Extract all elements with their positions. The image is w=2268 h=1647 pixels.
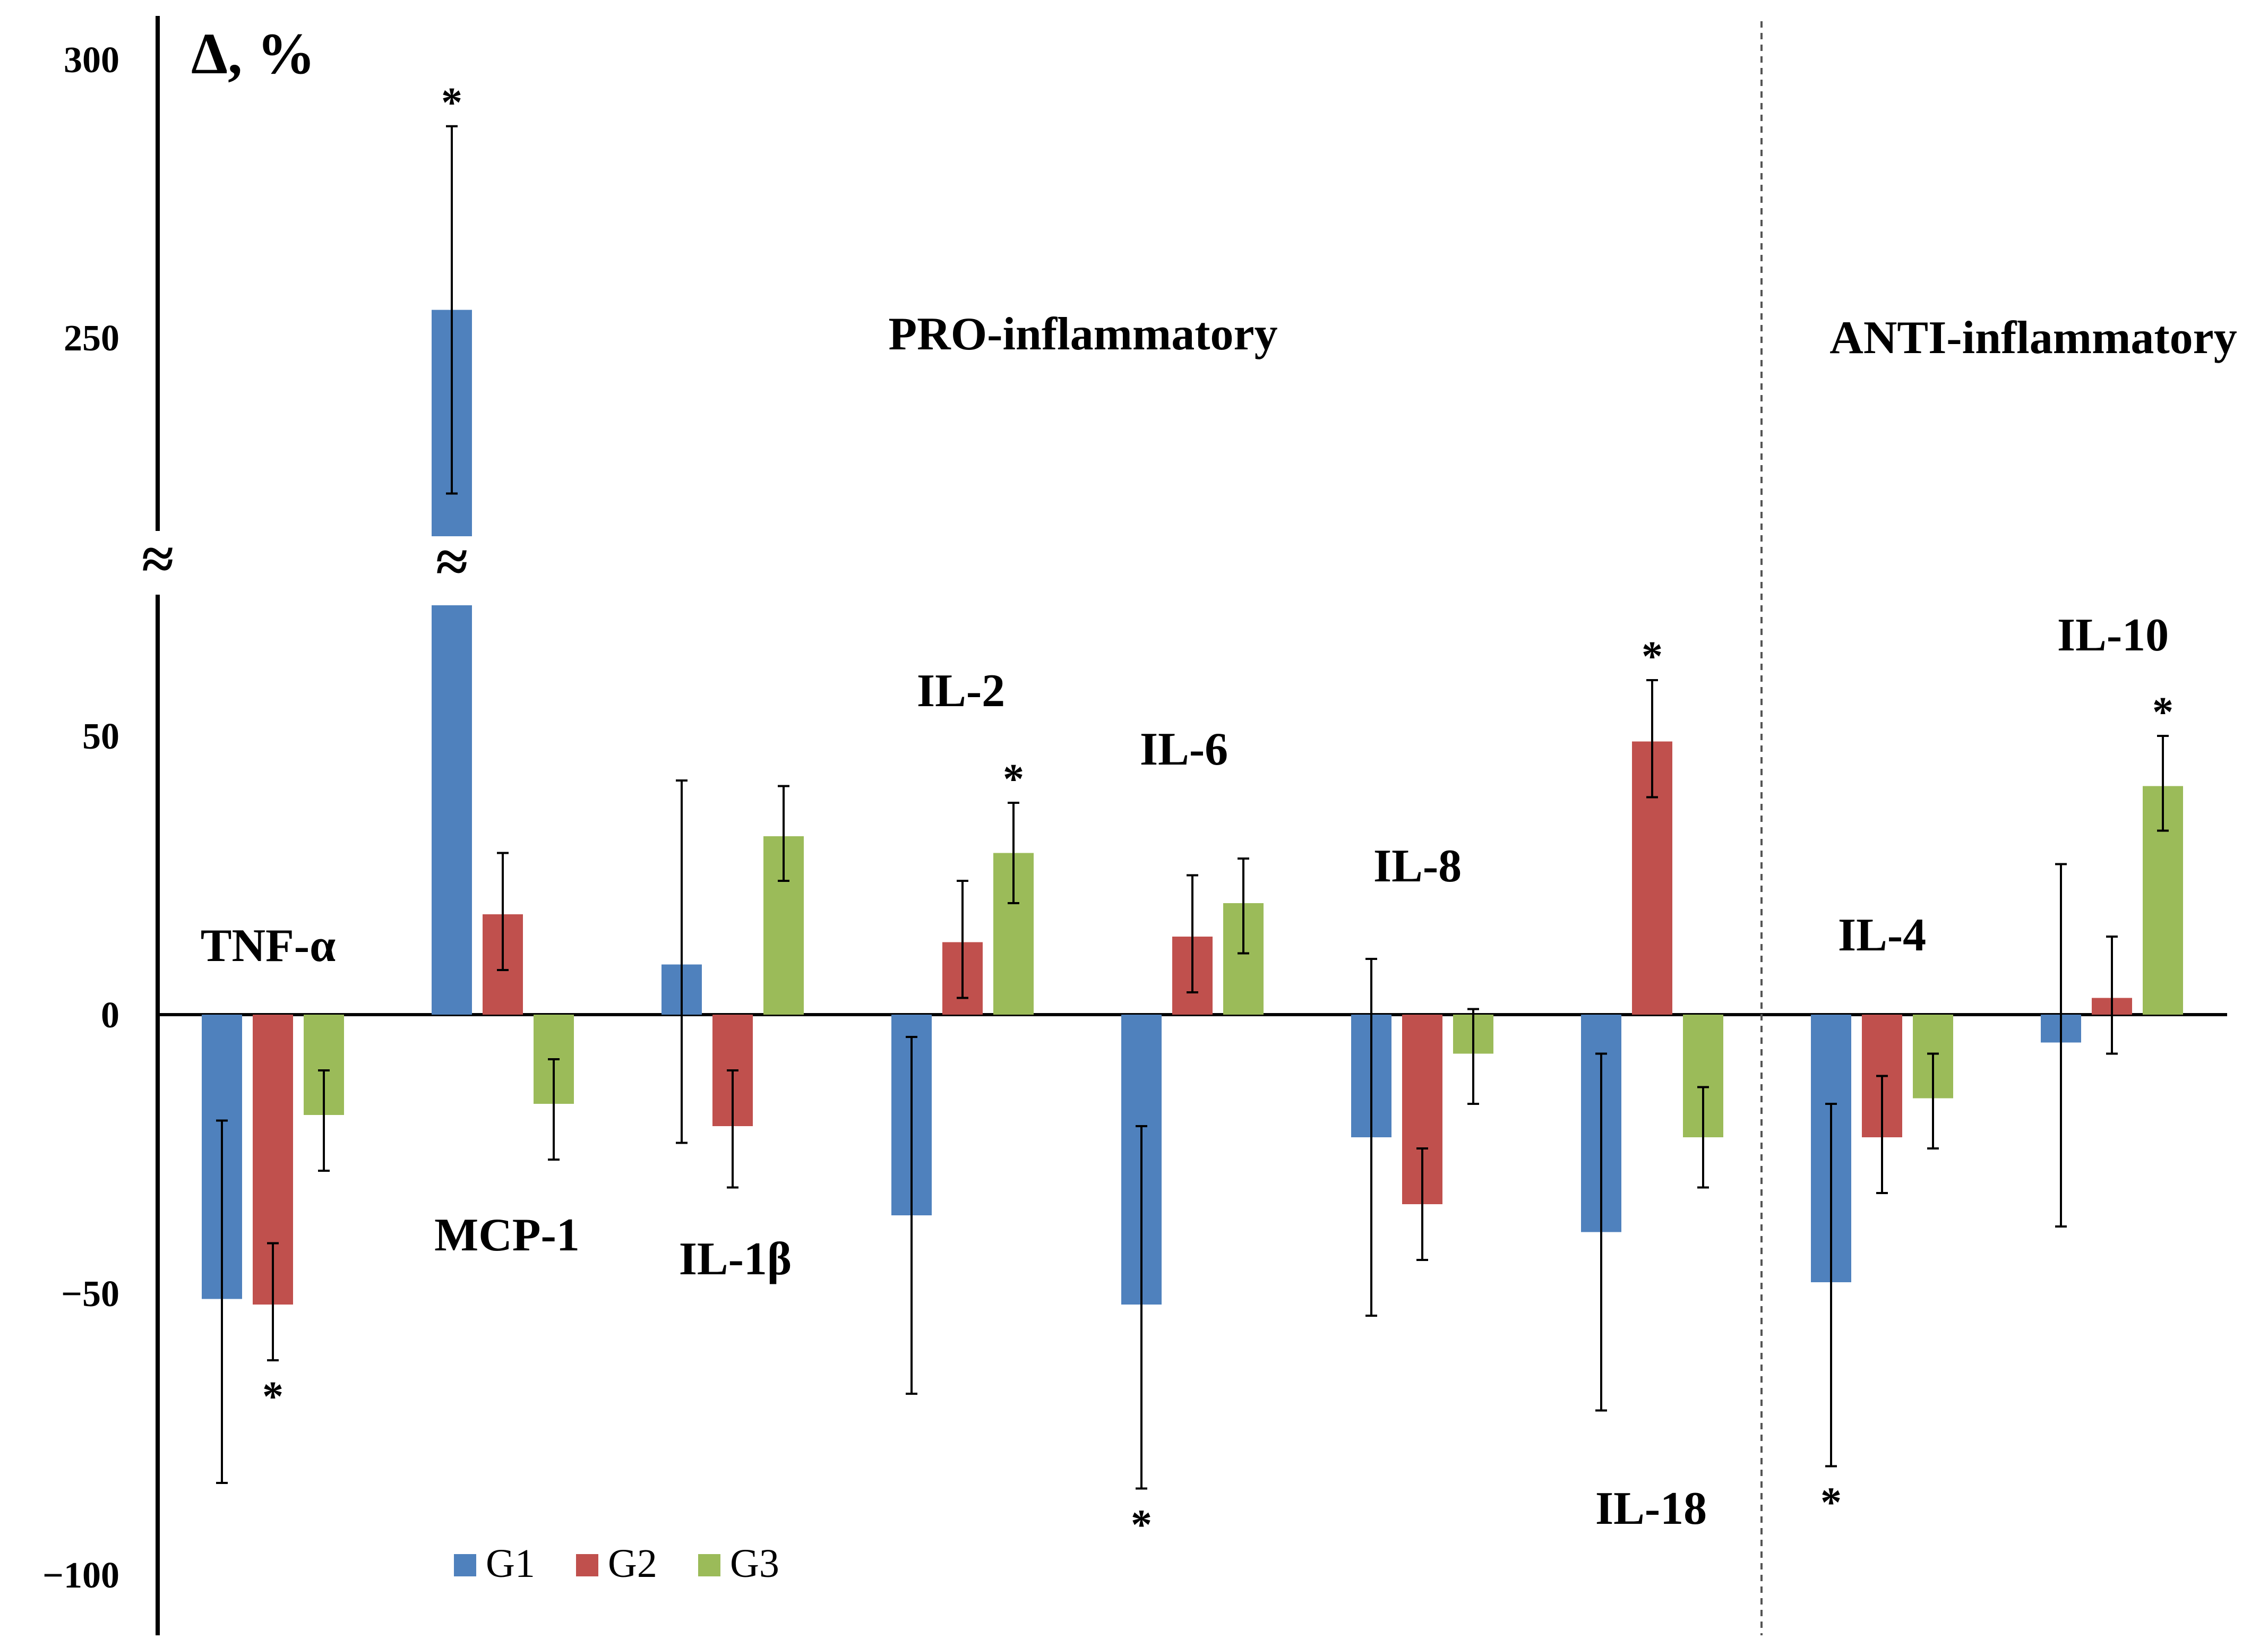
y-tick-label: 300 (64, 40, 119, 81)
legend-label-g2: G2 (608, 1541, 657, 1586)
category-label: IL-2 (917, 665, 1005, 717)
y-axis-break-symbol: ≈ (142, 527, 174, 591)
category-label: TNF-α (201, 920, 336, 972)
legend-label-g1: G1 (486, 1541, 535, 1586)
category-label: IL-8 (1373, 840, 1462, 892)
category-label: IL-10 (2057, 610, 2169, 661)
category-label: MCP-1 (434, 1209, 580, 1261)
significance-star: * (1003, 756, 1024, 803)
category-label: IL-18 (1595, 1483, 1707, 1534)
significance-star: * (441, 80, 462, 126)
bars-layer: ≈ (202, 310, 2183, 1305)
y-axis-break-gap (146, 531, 169, 595)
y-axis-title: Δ, % (191, 21, 315, 86)
y-tick-label: −50 (61, 1274, 119, 1315)
bar-g1-lower (432, 605, 472, 1015)
category-label: IL-6 (1140, 724, 1228, 775)
y-tick-label: 50 (82, 716, 119, 757)
legend: G1 G2 G3 (454, 1541, 779, 1586)
y-tick-label: 0 (101, 995, 119, 1036)
significance-star: * (2152, 689, 2174, 736)
group-label-pro-inflammatory: PRO-inflammatory (888, 308, 1277, 360)
error-bars-layer (216, 125, 2169, 1490)
legend-label-g3: G3 (730, 1541, 779, 1586)
bar-break-symbol: ≈ (436, 529, 468, 594)
significance-star: * (1131, 1502, 1152, 1549)
y-tick-label: 250 (64, 318, 119, 359)
axes-layer: ≈300 250 50 0 −50 −100 Δ, % (42, 16, 2227, 1635)
significance-star: * (262, 1374, 284, 1420)
legend-swatch-g1 (454, 1554, 476, 1576)
y-tick-label: −100 (42, 1555, 119, 1596)
category-label: IL-4 (1838, 910, 1926, 961)
legend-swatch-g3 (698, 1554, 720, 1576)
labels-layer: PRO-inflammatory ANTI-inflammatory TNF-α * M… (201, 80, 2237, 1549)
category-label: IL-1β (679, 1233, 792, 1285)
significance-star: * (1642, 633, 1663, 680)
group-label-anti-inflammatory: ANTI-inflammatory (1829, 312, 2237, 364)
significance-star: * (1820, 1480, 1842, 1526)
legend-swatch-g2 (576, 1554, 598, 1576)
